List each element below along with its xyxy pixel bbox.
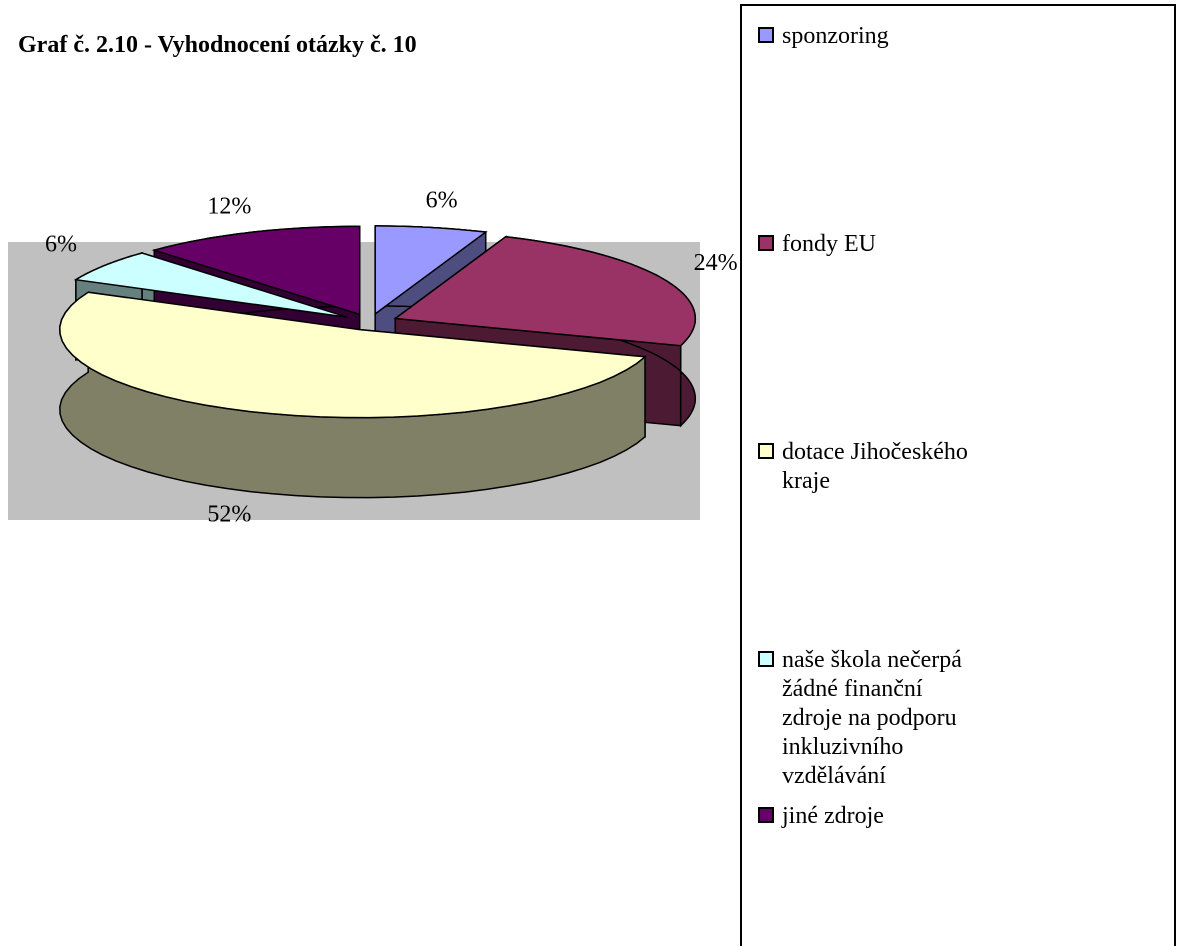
data-label: 52% — [207, 502, 251, 528]
legend-item: jiné zdroje — [758, 802, 987, 831]
legend-label: sponzoring — [782, 23, 889, 49]
data-label: 24% — [694, 250, 738, 276]
chart-title: Graf č. 2.10 - Vyhodnocení otázky č. 10 — [18, 32, 417, 58]
slice — [374, 225, 488, 316]
data-label: 12% — [207, 193, 251, 219]
data-label: 6% — [426, 187, 458, 213]
legend: sponzoring fondy EU dotace Jihočeského kra… — [740, 4, 1176, 946]
legend-label: naše škola nečerpá žádné finanční zdroje… — [782, 647, 962, 789]
slice — [151, 225, 361, 316]
legend-item: naše škola nečerpá žádné finanční zdroje… — [758, 646, 987, 791]
legend-swatch — [758, 651, 774, 667]
legend-swatch — [758, 443, 774, 459]
legend-swatch — [758, 807, 774, 823]
legend-label: jiné zdroje — [782, 803, 884, 829]
slice — [59, 291, 647, 419]
legend-swatch — [758, 235, 774, 251]
data-label: 6% — [45, 232, 77, 258]
slice — [393, 235, 697, 347]
legend-item: dotace Jihočeského kraje — [758, 438, 987, 496]
legend-swatch — [758, 27, 774, 43]
legend-item: sponzoring — [758, 22, 987, 51]
chart: 6% 24% 52% 6% 12% — [8, 187, 738, 528]
legend-item: fondy EU — [758, 230, 987, 259]
legend-label: fondy EU — [782, 231, 876, 257]
slice — [73, 252, 348, 318]
legend-label: dotace Jihočeského kraje — [782, 439, 968, 494]
